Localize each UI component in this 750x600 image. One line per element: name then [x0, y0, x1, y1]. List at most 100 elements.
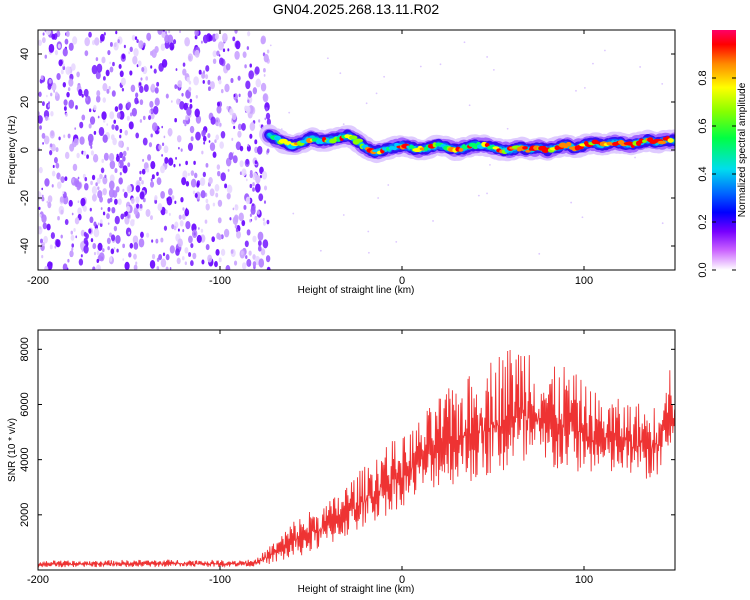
- noise-blob: [189, 98, 193, 103]
- noise-blob: [149, 109, 152, 114]
- noise-blob: [43, 235, 48, 244]
- noise-blob: [125, 227, 132, 237]
- noise-blob: [99, 196, 103, 203]
- y-tick-label: 20: [19, 96, 31, 108]
- noise-blob: [92, 153, 99, 163]
- noise-blob: [247, 143, 250, 147]
- noise-blob: [244, 64, 247, 69]
- noise-blob: [145, 209, 151, 217]
- noise-blob: [114, 106, 119, 112]
- noise-blob: [249, 172, 253, 179]
- faint-dot: [367, 230, 370, 233]
- noise-blob: [232, 36, 236, 42]
- noise-blob: [164, 157, 169, 164]
- noise-blob: [41, 187, 44, 191]
- noise-blob: [40, 75, 44, 81]
- noise-blob: [76, 152, 80, 159]
- noise-blob: [239, 160, 244, 168]
- noise-blob: [147, 154, 152, 161]
- noise-blob: [117, 39, 120, 44]
- noise-blob: [154, 45, 159, 54]
- noise-blob: [64, 176, 68, 182]
- snr-ylabel: SNR (10 * v/v): [7, 418, 18, 482]
- noise-speckle: [38, 30, 271, 270]
- noise-blob: [113, 246, 116, 250]
- ridge-peak: [667, 138, 674, 143]
- noise-blob: [166, 197, 169, 202]
- y-tick-label: 8000: [19, 337, 31, 361]
- noise-blob: [97, 186, 100, 191]
- noise-blob: [102, 211, 106, 216]
- noise-blob: [54, 245, 57, 249]
- noise-blob: [150, 65, 153, 69]
- noise-blob: [44, 54, 48, 59]
- noise-blob: [255, 78, 261, 88]
- noise-blob: [179, 100, 185, 110]
- noise-blob: [231, 137, 234, 141]
- faint-dot: [661, 222, 664, 225]
- noise-blob: [64, 151, 70, 160]
- noise-blob: [44, 265, 49, 270]
- faint-dot: [583, 87, 586, 89]
- noise-blob: [182, 213, 186, 221]
- colorbar-tick-label: 0.0: [697, 262, 709, 277]
- noise-blob: [248, 250, 252, 256]
- noise-blob: [106, 88, 110, 94]
- noise-blob: [41, 101, 45, 106]
- noise-blob: [62, 63, 65, 67]
- noise-blob: [165, 254, 170, 261]
- noise-blob: [204, 219, 208, 224]
- colorbar-label: Normalized spectral amplitude: [737, 82, 748, 217]
- noise-blob: [219, 141, 224, 149]
- noise-blob: [194, 172, 198, 179]
- noise-blob: [247, 99, 250, 103]
- noise-blob: [169, 266, 172, 270]
- noise-blob: [106, 123, 109, 126]
- noise-blob: [186, 76, 190, 83]
- noise-blob: [124, 210, 129, 217]
- noise-blob: [260, 36, 266, 45]
- noise-blob: [217, 170, 221, 177]
- noise-blob: [118, 163, 121, 167]
- noise-blob: [209, 81, 215, 90]
- noise-blob: [93, 251, 97, 256]
- noise-blob: [258, 119, 261, 123]
- noise-blob: [203, 141, 206, 145]
- noise-blob: [249, 218, 252, 223]
- faint-dot: [365, 102, 368, 105]
- noise-blob: [205, 203, 210, 211]
- noise-blob: [97, 115, 100, 119]
- noise-blob: [65, 30, 70, 37]
- noise-blob: [245, 158, 250, 165]
- noise-blob: [184, 37, 190, 47]
- ridge-peak: [348, 135, 358, 140]
- faint-dot: [634, 156, 636, 159]
- noise-blob: [96, 177, 101, 184]
- x-tick-label: -200: [27, 275, 49, 287]
- noise-blob: [182, 68, 187, 76]
- x-tick-label: 100: [575, 574, 593, 586]
- noise-blob: [220, 131, 226, 139]
- noise-blob: [245, 178, 248, 182]
- y-tick-label: 4000: [19, 447, 31, 471]
- ridge-peak: [391, 146, 397, 151]
- noise-blob: [252, 87, 258, 95]
- noise-blob: [196, 182, 200, 188]
- noise-blob: [221, 42, 225, 47]
- noise-blob: [50, 92, 53, 97]
- y-tick-label: 6000: [19, 392, 31, 416]
- ridge-peak: [355, 138, 364, 143]
- noise-blob: [140, 77, 143, 81]
- noise-blob: [263, 200, 267, 204]
- noise-blob: [47, 201, 52, 209]
- noise-blob: [202, 34, 209, 44]
- noise-blob: [155, 238, 159, 244]
- noise-blob: [89, 207, 92, 212]
- ridge-peak: [274, 135, 281, 141]
- noise-blob: [151, 253, 156, 260]
- noise-blob: [135, 196, 140, 204]
- faint-dot: [342, 214, 345, 216]
- noise-blob: [266, 219, 270, 225]
- noise-blob: [44, 178, 50, 187]
- noise-blob: [190, 243, 194, 249]
